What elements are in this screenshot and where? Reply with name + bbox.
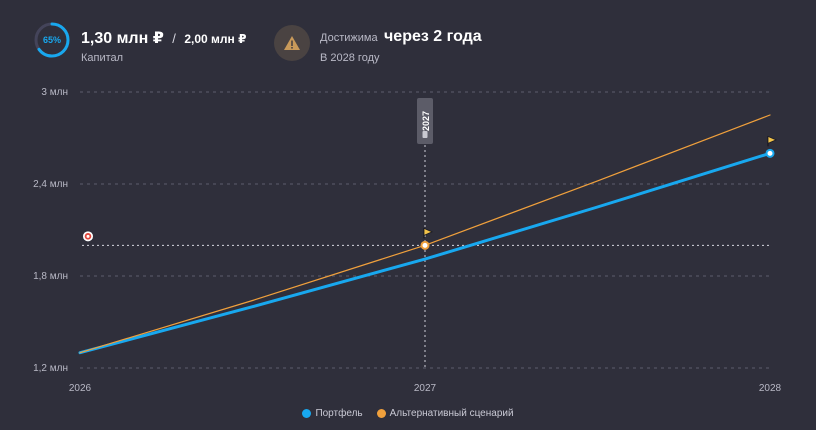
warning-badge [274, 25, 310, 61]
target-icon [83, 231, 93, 242]
capital-target: 2,00 млн ₽ [184, 32, 247, 46]
capital-forecast-chart: 2027 1,2 млн 1,8 млн 2,4 млн 3 млн 2026 2027 2… [33, 87, 781, 394]
series-line-portfolio [78, 151, 772, 355]
capital-label: Капитал [81, 52, 124, 64]
progress-percent-label: 65% [42, 35, 61, 45]
legend-item-portfolio[interactable]: Портфель [302, 408, 363, 419]
year-marker-tag-label: 2027 [421, 111, 431, 131]
reach-year: В 2028 году [320, 52, 380, 64]
grid-layer [80, 91, 770, 369]
chart-legend: Портфель Альтернативный сценарий [0, 408, 816, 419]
flag-cloth [767, 135, 777, 144]
label-layer: 1,2 млн 1,8 млн 2,4 млн 3 млн 2026 2027 2028 [33, 87, 781, 394]
goal-header: 65% 1,30 млн ₽ / 2,00 млн ₽ Капитал Дост… [34, 22, 794, 66]
portfolio-endpoint [765, 148, 775, 158]
reach-summary: Достижима через 2 года [320, 28, 482, 46]
legend-item-alternative[interactable]: Альтернативный сценарий [376, 408, 514, 419]
flag-icon [423, 227, 433, 239]
capital-separator: / [172, 31, 176, 46]
target-ring-inner [86, 234, 90, 238]
x-tick-label: 2026 [69, 383, 92, 394]
x-tick-label: 2027 [414, 383, 437, 394]
y-tick-label: 3 млн [41, 87, 68, 98]
y-tick-label: 1,8 млн [33, 271, 68, 282]
legend-label-alternative: Альтернативный сценарий [389, 408, 514, 419]
progress-ring: 65% [34, 22, 70, 58]
reach-value: через 2 года [384, 28, 482, 45]
handle-icon [422, 131, 428, 138]
x-tick-label: 2028 [759, 383, 782, 394]
y-tick-label: 1,2 млн [33, 363, 68, 374]
marker-layer: 2027 [83, 98, 777, 250]
legend-dot-portfolio [302, 409, 312, 418]
flag-icon [767, 135, 777, 147]
progress-ring-graphic [34, 22, 70, 58]
warning-triangle-icon [284, 36, 300, 50]
alternative-goal-point [420, 240, 430, 250]
capital-summary: 1,30 млн ₽ / 2,00 млн ₽ [81, 28, 246, 48]
legend-dot-alternative [376, 409, 386, 418]
reach-label: Достижима [320, 32, 378, 44]
year-marker-tag-bg [417, 98, 433, 144]
capital-value: 1,30 млн ₽ [81, 30, 164, 47]
y-tick-label: 2,4 млн [33, 179, 68, 190]
legend-label-portfolio: Портфель [315, 408, 363, 419]
year-marker-tag: 2027 [417, 98, 433, 144]
flag-cloth [423, 227, 433, 236]
